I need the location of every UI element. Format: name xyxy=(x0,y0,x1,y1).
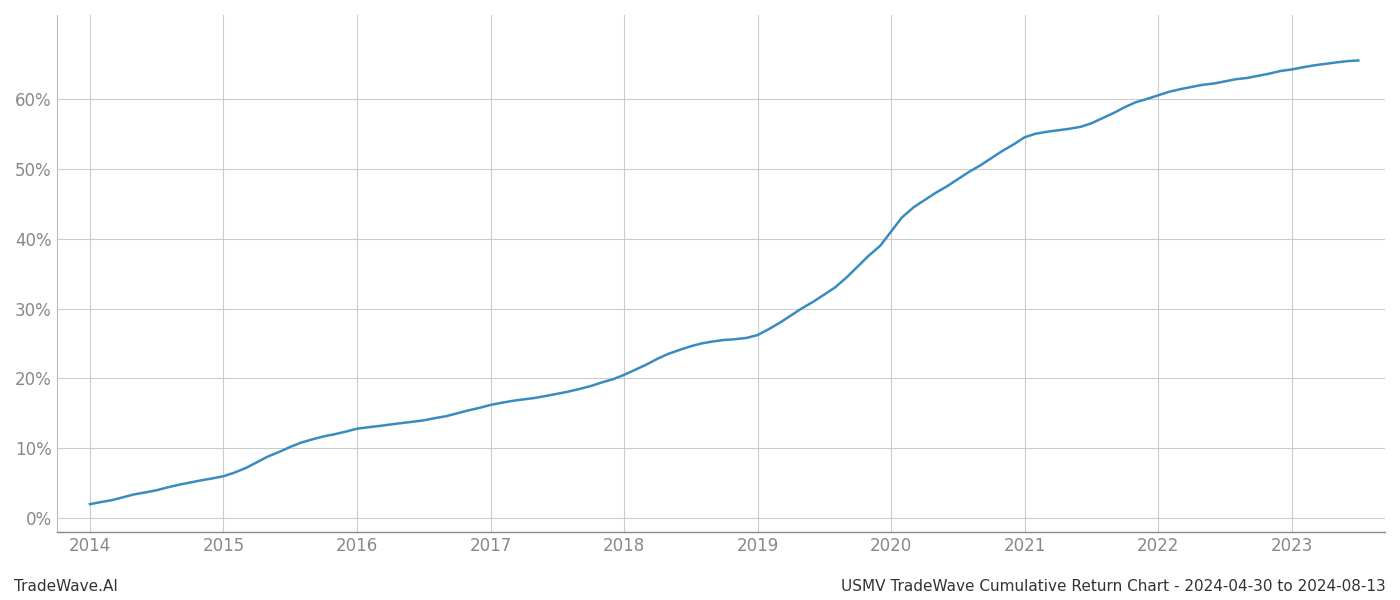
Text: TradeWave.AI: TradeWave.AI xyxy=(14,579,118,594)
Text: USMV TradeWave Cumulative Return Chart - 2024-04-30 to 2024-08-13: USMV TradeWave Cumulative Return Chart -… xyxy=(841,579,1386,594)
